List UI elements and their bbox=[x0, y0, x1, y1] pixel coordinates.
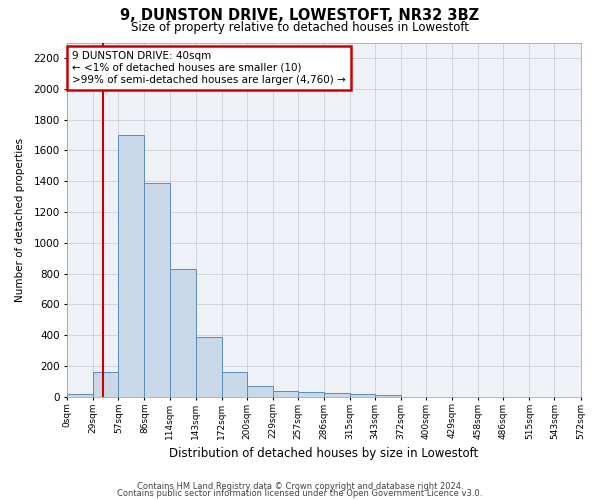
Bar bbox=[375, 395, 401, 396]
Bar bbox=[93, 372, 118, 396]
Text: 9 DUNSTON DRIVE: 40sqm
← <1% of detached houses are smaller (10)
>99% of semi-de: 9 DUNSTON DRIVE: 40sqm ← <1% of detached… bbox=[73, 52, 346, 84]
X-axis label: Distribution of detached houses by size in Lowestoft: Distribution of detached houses by size … bbox=[169, 447, 478, 460]
Text: 9, DUNSTON DRIVE, LOWESTOFT, NR32 3BZ: 9, DUNSTON DRIVE, LOWESTOFT, NR32 3BZ bbox=[121, 8, 479, 22]
Bar bbox=[221, 372, 247, 396]
Bar bbox=[247, 386, 273, 396]
Text: Contains HM Land Registry data © Crown copyright and database right 2024.: Contains HM Land Registry data © Crown c… bbox=[137, 482, 463, 491]
Bar bbox=[196, 336, 221, 396]
Bar bbox=[67, 394, 93, 396]
Text: Contains public sector information licensed under the Open Government Licence v3: Contains public sector information licen… bbox=[118, 490, 482, 498]
Bar bbox=[118, 135, 145, 396]
Bar bbox=[324, 393, 350, 396]
Bar bbox=[273, 390, 298, 396]
Bar bbox=[170, 269, 196, 396]
Text: Size of property relative to detached houses in Lowestoft: Size of property relative to detached ho… bbox=[131, 21, 469, 34]
Y-axis label: Number of detached properties: Number of detached properties bbox=[15, 138, 25, 302]
Bar bbox=[145, 182, 170, 396]
Bar bbox=[350, 394, 375, 396]
Bar bbox=[298, 392, 324, 396]
